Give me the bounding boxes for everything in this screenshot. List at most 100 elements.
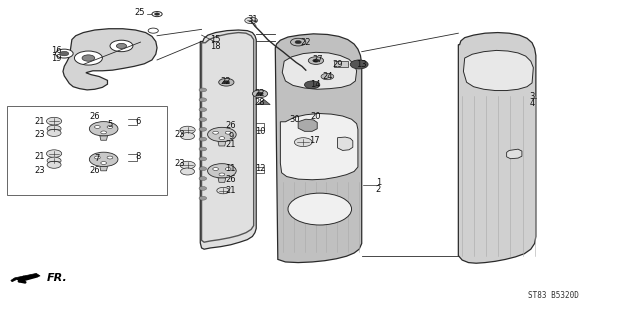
- Text: ST83 B5320D: ST83 B5320D: [528, 291, 579, 300]
- Circle shape: [245, 17, 257, 24]
- Text: 22: 22: [220, 77, 231, 86]
- Text: 23: 23: [35, 166, 45, 175]
- Polygon shape: [275, 34, 362, 263]
- Circle shape: [47, 117, 62, 125]
- Text: 27: 27: [312, 55, 322, 64]
- Circle shape: [213, 131, 218, 134]
- Circle shape: [199, 117, 206, 121]
- Text: 21: 21: [35, 152, 45, 161]
- Text: 5: 5: [108, 120, 113, 130]
- Circle shape: [180, 132, 194, 140]
- Text: 23: 23: [175, 130, 185, 139]
- Polygon shape: [11, 273, 40, 282]
- Circle shape: [213, 168, 218, 171]
- Circle shape: [110, 40, 133, 52]
- Circle shape: [199, 127, 206, 131]
- Text: FR.: FR.: [47, 273, 68, 283]
- Text: 21: 21: [225, 140, 236, 149]
- Circle shape: [199, 147, 206, 151]
- Circle shape: [107, 156, 113, 159]
- Text: 25: 25: [134, 8, 145, 17]
- Text: 13: 13: [357, 60, 367, 69]
- Text: 8: 8: [135, 152, 141, 161]
- Polygon shape: [459, 33, 536, 263]
- Polygon shape: [506, 149, 522, 159]
- Circle shape: [199, 157, 206, 161]
- Circle shape: [101, 131, 106, 134]
- Circle shape: [94, 125, 100, 128]
- Circle shape: [304, 81, 320, 89]
- Text: 17: 17: [310, 136, 320, 145]
- Circle shape: [89, 122, 118, 136]
- Circle shape: [350, 60, 368, 69]
- Polygon shape: [218, 178, 225, 182]
- Text: 23: 23: [175, 159, 185, 168]
- Circle shape: [252, 90, 268, 98]
- Circle shape: [199, 108, 206, 111]
- Text: 7: 7: [95, 154, 100, 163]
- Text: 16: 16: [52, 46, 62, 55]
- Circle shape: [180, 126, 195, 134]
- Circle shape: [308, 57, 324, 64]
- Text: 26: 26: [225, 175, 236, 184]
- Text: 9: 9: [228, 132, 233, 141]
- Text: 23: 23: [35, 130, 45, 139]
- Polygon shape: [282, 52, 357, 89]
- Bar: [334, 61, 348, 67]
- Circle shape: [223, 81, 229, 84]
- Circle shape: [199, 88, 206, 92]
- Circle shape: [257, 92, 263, 95]
- Text: 19: 19: [52, 54, 62, 63]
- Circle shape: [180, 161, 195, 169]
- Text: 12: 12: [255, 164, 265, 173]
- Text: 1: 1: [376, 178, 381, 187]
- Circle shape: [208, 164, 236, 178]
- Circle shape: [218, 78, 234, 86]
- Circle shape: [288, 193, 352, 225]
- Text: 26: 26: [225, 121, 236, 130]
- Circle shape: [47, 161, 61, 168]
- Circle shape: [225, 168, 231, 171]
- Circle shape: [55, 49, 73, 58]
- Text: 4: 4: [529, 100, 534, 108]
- Circle shape: [199, 167, 206, 171]
- Text: 26: 26: [89, 166, 100, 175]
- Circle shape: [295, 41, 301, 44]
- Text: 22: 22: [301, 38, 311, 47]
- Circle shape: [290, 38, 306, 46]
- Text: 15: 15: [210, 35, 221, 44]
- Polygon shape: [200, 30, 256, 249]
- Circle shape: [82, 55, 95, 61]
- Circle shape: [199, 177, 206, 180]
- Text: 10: 10: [255, 127, 265, 136]
- Circle shape: [47, 125, 61, 132]
- Text: 22: 22: [255, 89, 265, 98]
- Circle shape: [199, 196, 206, 200]
- Polygon shape: [338, 137, 353, 150]
- Circle shape: [199, 187, 206, 190]
- Circle shape: [219, 137, 225, 140]
- Circle shape: [47, 129, 61, 136]
- Circle shape: [89, 152, 118, 166]
- Text: 2: 2: [376, 185, 381, 194]
- Text: 14: 14: [310, 80, 320, 89]
- Circle shape: [101, 162, 106, 164]
- Circle shape: [321, 73, 334, 80]
- Text: 24: 24: [323, 72, 333, 81]
- Bar: [7, 106, 168, 195]
- Circle shape: [217, 188, 229, 194]
- Circle shape: [219, 173, 225, 176]
- Text: 6: 6: [135, 117, 141, 126]
- Circle shape: [107, 125, 113, 128]
- Polygon shape: [257, 100, 270, 105]
- Circle shape: [148, 28, 159, 33]
- Text: 3: 3: [529, 92, 534, 101]
- Circle shape: [47, 150, 62, 157]
- Circle shape: [117, 44, 127, 49]
- Text: 20: 20: [311, 112, 321, 121]
- Circle shape: [152, 12, 162, 17]
- Circle shape: [60, 51, 69, 56]
- Text: 26: 26: [89, 113, 100, 122]
- Circle shape: [47, 157, 61, 164]
- Circle shape: [94, 156, 100, 159]
